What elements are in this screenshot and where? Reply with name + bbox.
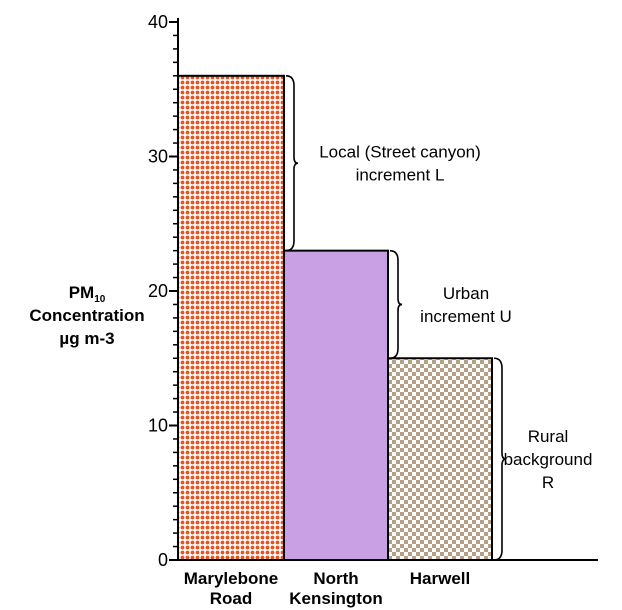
bracket <box>493 357 507 561</box>
y-tick-label: 30 <box>148 147 168 167</box>
annotation-text: Local (Street canyon) <box>319 143 481 162</box>
bracket <box>389 249 403 360</box>
annotation-text: background <box>504 450 593 469</box>
y-axis-title-pm: PM10 <box>69 283 106 305</box>
y-axis-title-line2: Concentration <box>29 306 144 325</box>
annotations: Local (Street canyon) increment L Urban inc… <box>285 75 593 561</box>
x-tick-label: Kensington <box>289 589 383 608</box>
bar-marylebone-road <box>177 74 285 562</box>
annotation-text: increment U <box>420 307 512 326</box>
bar-north-kensington <box>283 249 389 561</box>
y-axis-title-line3: µg m-3 <box>59 329 114 348</box>
x-tick-label: Marylebone <box>184 569 278 588</box>
bar-harwell <box>387 357 493 561</box>
y-axis-title: PM10 Concentration µg m-3 <box>29 283 144 348</box>
bracket <box>285 75 299 252</box>
bars-layer <box>177 74 493 562</box>
annotation-text: Urban <box>443 284 489 303</box>
y-axis: 0 10 20 30 40 <box>148 12 598 570</box>
x-tick-label: North <box>313 569 358 588</box>
y-tick-label: 10 <box>148 416 168 436</box>
x-tick-label: Road <box>210 589 253 608</box>
y-tick-label: 20 <box>148 281 168 301</box>
annotation-text: R <box>542 473 554 492</box>
y-tick-label: 40 <box>148 12 168 32</box>
annotation-text: Rural <box>528 427 569 446</box>
annotation-text: increment L <box>356 166 445 185</box>
x-tick-label: Harwell <box>410 569 470 588</box>
y-tick-label: 0 <box>158 550 168 570</box>
